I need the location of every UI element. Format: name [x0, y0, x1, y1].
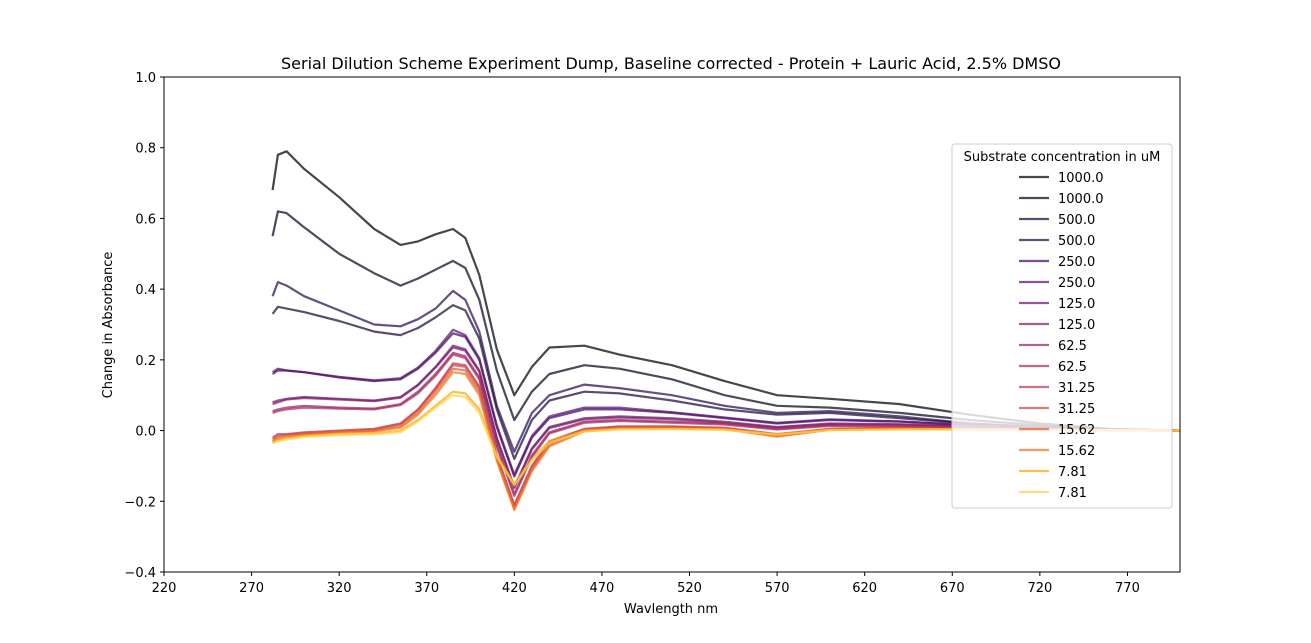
legend-label: 1000.0 — [1058, 171, 1104, 186]
series-layer — [271, 150, 1180, 512]
x-tick-label: 620 — [852, 581, 877, 596]
legend-box — [951, 143, 1173, 509]
legend-label: 7.81 — [1058, 465, 1087, 480]
legend-label: 125.0 — [1058, 318, 1095, 333]
legend-label: 500.0 — [1058, 213, 1095, 228]
legend-label: 15.62 — [1058, 444, 1095, 459]
x-tick-label: 270 — [239, 581, 264, 596]
series-line-3 — [271, 304, 1180, 460]
y-tick-label: 0.4 — [135, 283, 156, 298]
x-tick-label: 370 — [414, 581, 439, 596]
x-tick-label: 520 — [677, 581, 702, 596]
x-tick-label: 420 — [502, 581, 527, 596]
x-tick-label: 720 — [1027, 581, 1052, 596]
y-axis: −0.4 −0.2 0.0 0.2 0.4 0.6 0.8 1.0 — [124, 71, 164, 581]
y-tick-label: 0.2 — [135, 354, 156, 369]
legend-title: Substrate concentration in uM — [964, 150, 1161, 165]
x-tick-label: 470 — [590, 581, 615, 596]
y-tick-label: −0.4 — [124, 566, 156, 581]
x-axis: 220 270 320 370 420 470 520 570 620 670 720 770 — [152, 572, 1140, 596]
y-tick-label: 0.0 — [135, 425, 156, 440]
legend-label: 250.0 — [1058, 255, 1095, 270]
y-axis-title: Change in Absorbance — [101, 252, 116, 399]
legend-label: 500.0 — [1058, 234, 1095, 249]
y-tick-label: 1.0 — [135, 71, 156, 86]
legend-label: 1000.0 — [1058, 192, 1104, 207]
x-axis-title: Wavlength nm — [624, 602, 718, 617]
legend-label: 15.62 — [1058, 423, 1095, 438]
legend-label: 31.25 — [1058, 381, 1095, 396]
x-tick-label: 220 — [152, 581, 177, 596]
series-line-2 — [271, 210, 1180, 432]
series-line-4 — [271, 281, 1180, 453]
x-tick-label: 570 — [765, 581, 790, 596]
legend-label: 7.81 — [1058, 486, 1087, 501]
legend-entries: 1000.0 1000.0 500.0 500.0 250.0 250.0 125.0 125… — [1019, 171, 1104, 501]
series-line-6 — [271, 328, 1180, 476]
legend: Substrate concentration in uM 1000.01000… — [951, 143, 1173, 509]
legend-label: 62.5 — [1058, 339, 1087, 354]
series-line-1 — [271, 150, 1180, 432]
plot-frame — [163, 76, 1181, 573]
x-tick-label: 770 — [1115, 581, 1140, 596]
y-tick-label: 0.6 — [135, 212, 156, 227]
chart-title: Serial Dilution Scheme Experiment Dump, … — [281, 54, 1061, 73]
series-line-16 — [272, 394, 1180, 487]
legend-label: 250.0 — [1058, 276, 1095, 291]
legend-label: 125.0 — [1058, 297, 1095, 312]
legend-label: 62.5 — [1058, 360, 1087, 375]
x-tick-label: 670 — [940, 581, 965, 596]
y-tick-label: 0.8 — [135, 142, 156, 157]
x-tick-label: 320 — [327, 581, 352, 596]
series-line-10 — [272, 353, 1180, 498]
y-tick-label: −0.2 — [124, 495, 156, 510]
legend-label: 31.25 — [1058, 402, 1095, 417]
